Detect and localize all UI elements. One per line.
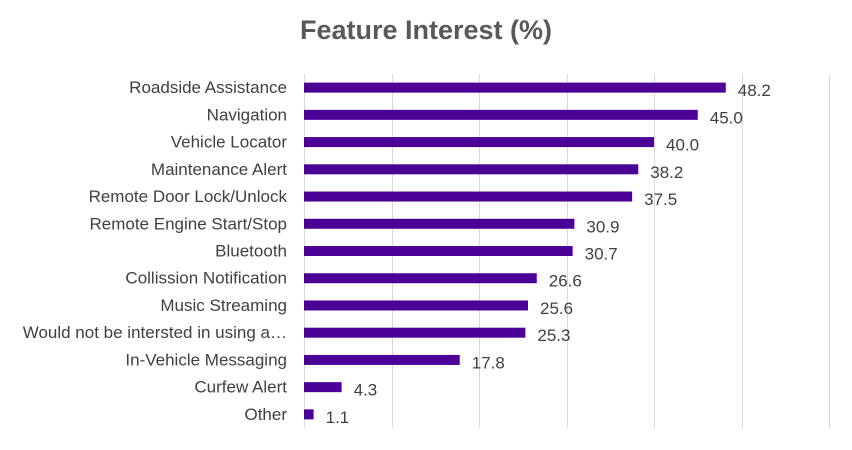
chart-title: Feature Interest (%) — [299, 15, 553, 45]
bar — [304, 300, 528, 311]
data-label: 37.5 — [644, 190, 677, 209]
category-label: In-Vehicle Messaging — [125, 350, 287, 369]
data-label: 25.6 — [540, 299, 573, 318]
data-label: 4.3 — [354, 381, 378, 400]
bar — [304, 327, 526, 338]
category-label: Curfew Alert — [194, 378, 287, 397]
bar — [304, 164, 639, 175]
data-label: 30.7 — [585, 245, 618, 264]
data-label: 40.0 — [666, 136, 699, 155]
category-label: Roadside Assistance — [129, 78, 287, 97]
category-label: Remote Engine Start/Stop — [89, 214, 287, 233]
bar — [304, 246, 573, 256]
data-label: 1.1 — [326, 408, 350, 427]
category-label: Bluetooth — [215, 242, 287, 261]
bar — [304, 109, 698, 120]
bar — [304, 218, 575, 229]
category-label: Music Streaming — [160, 296, 287, 315]
labels: Roadside Assistance 48.2 Navigation 45.0 Veh… — [23, 78, 771, 427]
category-label: Maintenance Alert — [151, 160, 287, 179]
data-label: 30.9 — [586, 217, 619, 236]
category-label: Vehicle Locator — [171, 133, 288, 152]
data-label: 48.2 — [738, 81, 771, 100]
data-label: 17.8 — [472, 353, 505, 372]
category-label: Collission Notification — [125, 269, 287, 288]
bar — [304, 409, 314, 420]
data-label: 26.6 — [549, 272, 582, 291]
bar — [304, 382, 342, 393]
data-label: 25.3 — [537, 326, 570, 345]
category-label: Remote Door Lock/Unlock — [89, 187, 288, 206]
bars — [304, 82, 726, 420]
bar — [304, 191, 633, 202]
bar — [304, 273, 537, 284]
bar — [304, 354, 460, 365]
data-label: 45.0 — [710, 108, 743, 127]
bar — [304, 137, 654, 148]
category-label: Would not be intersted in using a… — [23, 323, 287, 342]
category-label: Other — [244, 405, 287, 424]
bar — [304, 82, 726, 93]
data-label: 38.2 — [650, 163, 683, 182]
category-label: Navigation — [207, 105, 287, 124]
